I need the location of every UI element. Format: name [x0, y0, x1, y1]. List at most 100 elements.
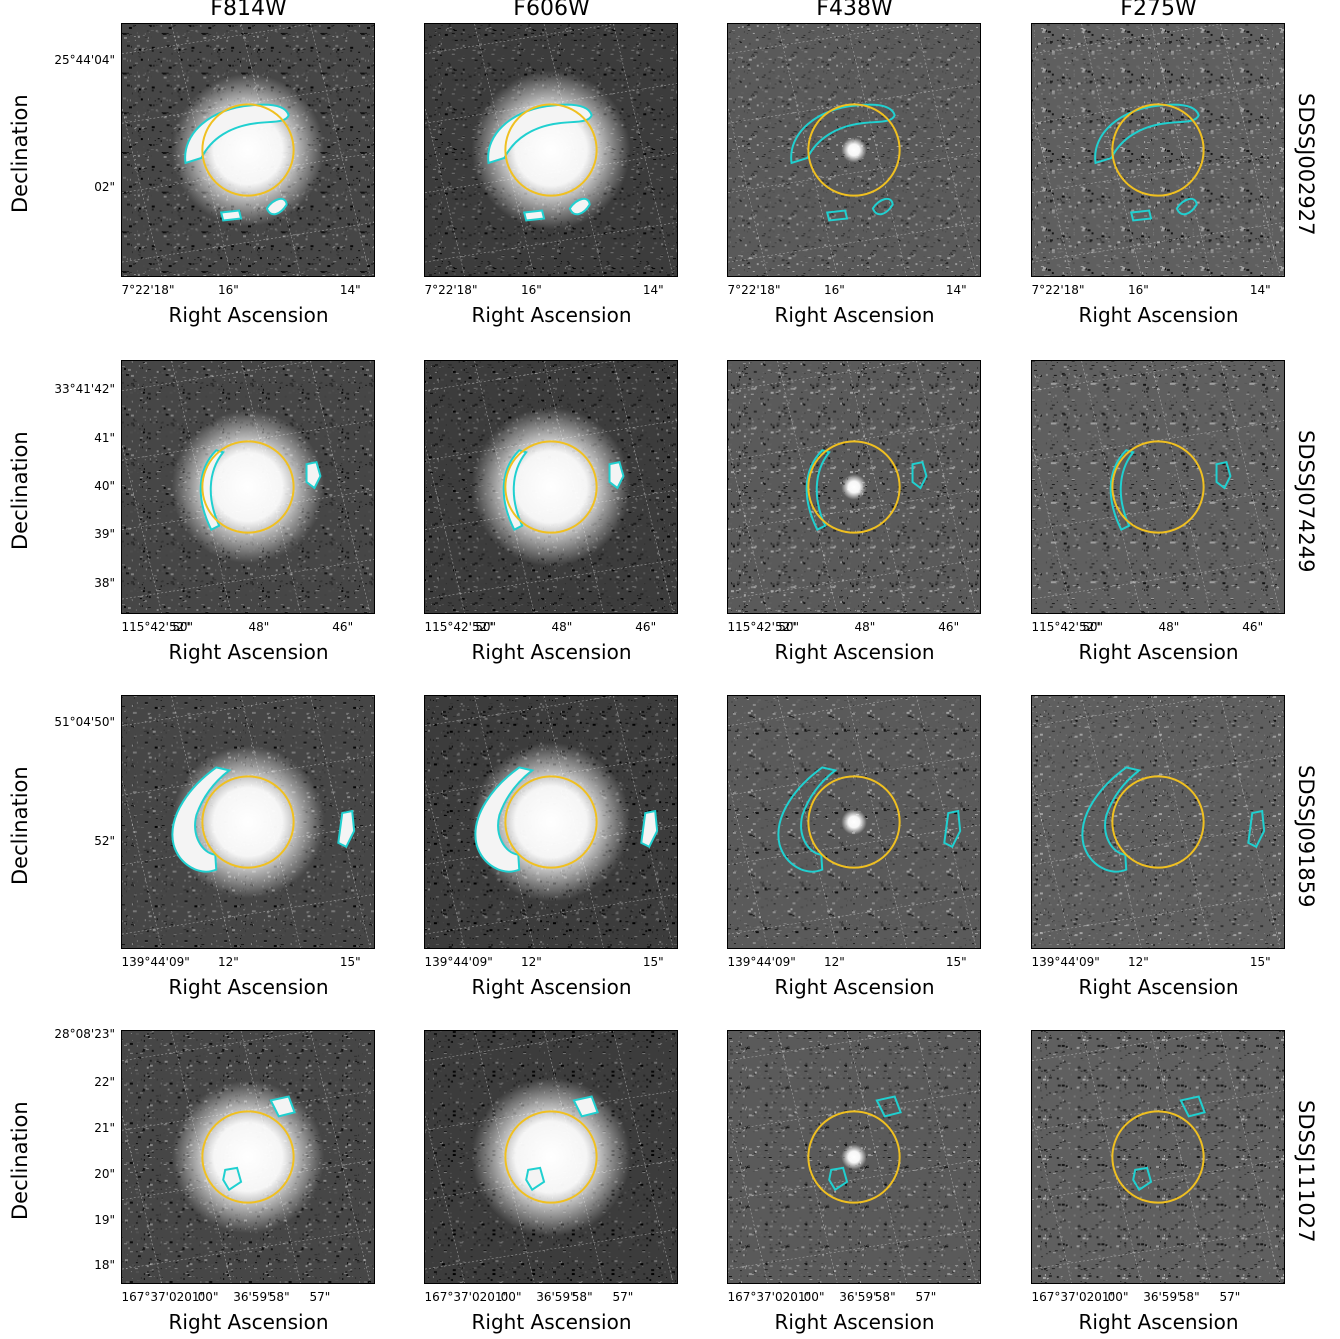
- arc-contour: [487, 103, 593, 165]
- dec-tick-label: 18": [94, 1258, 115, 1273]
- ra-tick-label: 50": [778, 620, 800, 634]
- x-axis-label: Right Ascension: [471, 303, 632, 327]
- ra-tick-label: 16": [1128, 283, 1149, 297]
- ra-tick-label: 15": [945, 955, 967, 969]
- filter-column-header: F438W: [816, 0, 893, 21]
- ra-tick-label: 15": [1249, 955, 1271, 969]
- ra-tick-label: 115°42'52": [1031, 620, 1100, 634]
- arc-contour: [572, 1095, 599, 1118]
- image-panel: [727, 695, 981, 949]
- dec-tick-label: 38": [94, 575, 115, 590]
- ra-tick-label: 139°44'09": [424, 955, 493, 969]
- ra-tick-label: 58": [1178, 1290, 1200, 1304]
- noise-background: [1032, 696, 1284, 948]
- dec-tick-label: 41": [94, 430, 115, 445]
- coordinate-grid: [1032, 696, 1284, 948]
- noise-background: [1032, 1031, 1284, 1283]
- arc-contour: [474, 766, 535, 873]
- arc-contour: [608, 461, 625, 490]
- dec-tick-label: 39": [94, 527, 115, 542]
- ra-tick-label: 115°42'52": [121, 620, 190, 634]
- arc-contour: [337, 809, 356, 849]
- lens-galaxy-glow: [841, 1144, 867, 1170]
- ra-tick-label: 58": [571, 1290, 593, 1304]
- ra-tick-label: 12": [1128, 955, 1149, 969]
- dec-tick-label: 28°08'23": [54, 1027, 115, 1042]
- ra-tick-label: 00": [500, 1290, 522, 1304]
- arc-contour: [1175, 197, 1198, 216]
- ra-tick-label: 167°37'0201": [121, 1290, 205, 1304]
- filter-column-header: F275W: [1120, 0, 1197, 21]
- arc-contour: [1179, 1095, 1206, 1118]
- y-axis-label: Declination: [8, 1101, 32, 1220]
- ra-tick-label: 46": [635, 620, 657, 634]
- arc-contour: [640, 809, 659, 849]
- dec-tick-label: 21": [94, 1121, 115, 1136]
- arc-contour: [265, 197, 288, 216]
- ra-tick-label: 16": [218, 283, 239, 297]
- image-panel: [121, 23, 375, 277]
- image-panel: [727, 1030, 981, 1284]
- ra-tick-label: 00": [197, 1290, 219, 1304]
- ra-tick-label: 139°44'09": [727, 955, 796, 969]
- dec-tick-label: 52": [94, 834, 115, 849]
- ra-tick-label: 15": [339, 955, 361, 969]
- dec-tick-label: 20": [94, 1166, 115, 1181]
- einstein-radius-circle: [504, 103, 598, 197]
- ra-tick-label: 167°37'0201": [424, 1290, 508, 1304]
- image-panel: [424, 23, 678, 277]
- ra-tick-label: 7°22'18": [1031, 283, 1085, 297]
- x-axis-label: Right Ascension: [1078, 303, 1239, 327]
- x-axis-label: Right Ascension: [774, 640, 935, 664]
- ra-tick-label: 7°22'18": [424, 283, 478, 297]
- arc-contour: [568, 197, 591, 216]
- ra-tick-label: 115°42'52": [727, 620, 796, 634]
- ra-tick-label: 48": [248, 620, 270, 634]
- lens-galaxy-glow: [841, 474, 867, 500]
- x-axis-label: Right Ascension: [1078, 1310, 1239, 1334]
- lens-galaxy-glow: [171, 1080, 325, 1234]
- ra-tick-label: 139°44'09": [1031, 955, 1100, 969]
- lens-galaxy-glow: [471, 1077, 631, 1237]
- arc-contour: [777, 766, 838, 873]
- arc-contour: [1081, 766, 1142, 873]
- dec-tick-label: 40": [94, 479, 115, 493]
- x-axis-label: Right Ascension: [168, 975, 329, 999]
- coordinate-grid: [728, 696, 980, 948]
- einstein-radius-circle: [504, 1110, 598, 1204]
- image-panel: [424, 695, 678, 949]
- einstein-radius-circle: [201, 1110, 295, 1204]
- image-panel: [424, 1030, 678, 1284]
- x-axis-label: Right Ascension: [774, 303, 935, 327]
- ra-tick-label: 16": [824, 283, 845, 297]
- x-axis-label: Right Ascension: [471, 975, 632, 999]
- ra-tick-label: 139°44'09": [121, 955, 190, 969]
- ra-tick-label: 115°42'52": [424, 620, 493, 634]
- arc-contour: [790, 103, 896, 165]
- arc-contour: [184, 103, 290, 165]
- image-panel: [424, 360, 678, 614]
- x-axis-label: Right Ascension: [774, 975, 935, 999]
- arc-contour: [305, 461, 322, 490]
- lens-galaxy-glow: [841, 137, 867, 163]
- x-axis-label: Right Ascension: [774, 1310, 935, 1334]
- dec-tick-label: 02": [94, 180, 115, 195]
- einstein-radius-circle: [807, 440, 901, 534]
- arc-contour: [1129, 209, 1153, 222]
- image-panel: [121, 695, 375, 949]
- ra-tick-label: 12": [824, 955, 845, 969]
- ra-tick-label: 48": [854, 620, 876, 634]
- arc-contour: [825, 209, 849, 222]
- image-panel: [1031, 695, 1285, 949]
- ra-tick-label: 14": [642, 283, 664, 297]
- ra-tick-label: 50": [1082, 620, 1104, 634]
- target-label: SDSSJ111027: [1294, 1100, 1318, 1243]
- ra-tick-label: 48": [551, 620, 573, 634]
- arc-contour: [269, 1095, 296, 1118]
- y-axis-label: Declination: [8, 94, 32, 213]
- dec-tick-label: 33°41'42": [54, 382, 115, 397]
- y-axis-label: Declination: [8, 766, 32, 885]
- arc-contour: [1215, 461, 1232, 490]
- arc-contour: [525, 1166, 546, 1192]
- image-panel: [727, 360, 981, 614]
